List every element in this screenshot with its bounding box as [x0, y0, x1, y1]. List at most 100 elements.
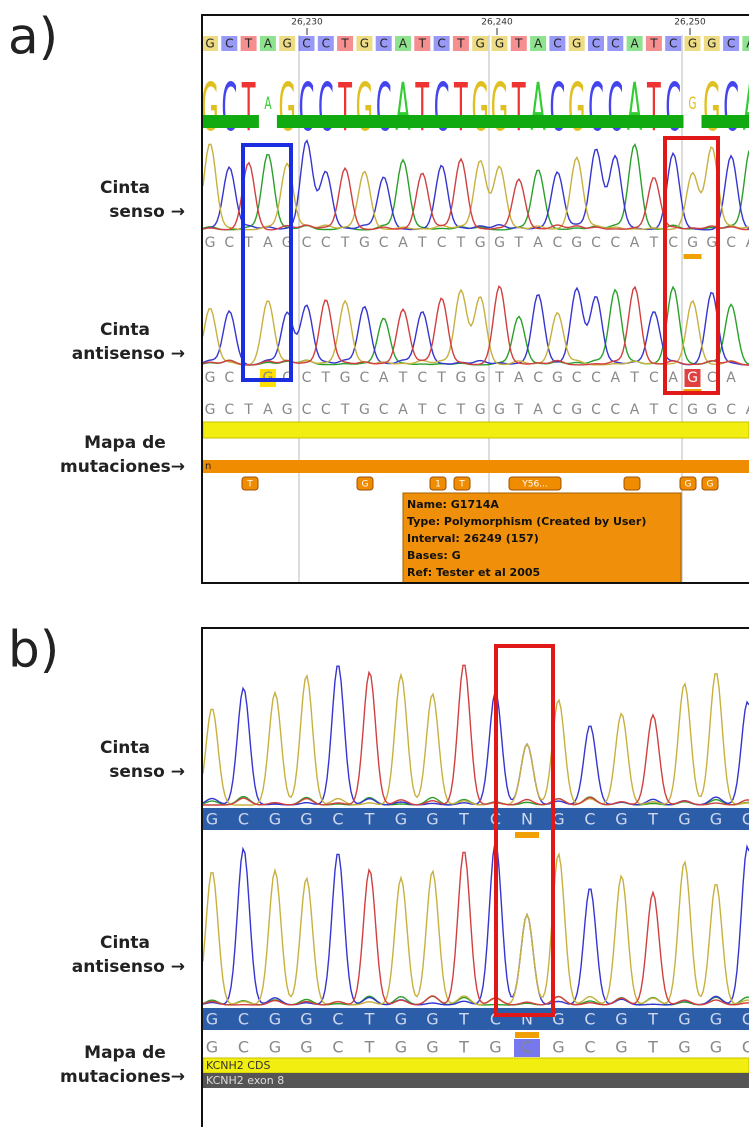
- sense-base: C: [224, 235, 234, 251]
- antisense-base: G: [678, 1010, 690, 1029]
- antisense-base: G: [426, 1010, 438, 1029]
- antisense-base: C: [417, 370, 427, 386]
- sense-base: C: [321, 235, 331, 251]
- consensus-base: G: [572, 37, 581, 51]
- reference-base: T: [456, 402, 466, 418]
- sense-base: G: [269, 810, 281, 829]
- row-label: mutaciones→: [60, 457, 185, 477]
- sense-base: G: [206, 810, 218, 829]
- reference-base: T: [417, 402, 427, 418]
- sense-base: C: [302, 235, 312, 251]
- antisense-base: G: [206, 1010, 218, 1029]
- reference-base: G: [300, 1038, 312, 1057]
- sense-base: C: [610, 235, 620, 251]
- antisense-base: T: [364, 1010, 375, 1029]
- sense-base: C: [726, 235, 736, 251]
- reference-base: G: [494, 402, 505, 418]
- row-label: antisenso →: [72, 344, 185, 364]
- reference-base: C: [742, 1038, 749, 1057]
- reference-base: T: [243, 402, 253, 418]
- coverage-gap: [684, 115, 702, 128]
- consensus-base: G: [495, 37, 504, 51]
- track-label: KCNH2 exon 8: [206, 1074, 284, 1087]
- consensus-base: A: [399, 37, 408, 51]
- consensus-base: C: [302, 37, 310, 51]
- ruler-label: 26,230: [291, 18, 323, 28]
- ruler-label: 26,250: [674, 18, 706, 28]
- reference-base: G: [475, 402, 486, 418]
- track-bar: [203, 460, 749, 473]
- consensus-base: T: [244, 37, 253, 51]
- consensus-base: A: [534, 37, 543, 51]
- panel-label: b): [8, 621, 59, 679]
- reference-base: C: [379, 402, 389, 418]
- logo-letter: C: [607, 68, 623, 146]
- sense-base: A: [746, 235, 749, 251]
- antisense-base: G: [710, 1010, 722, 1029]
- reference-base: T: [514, 402, 524, 418]
- reference-base: C: [521, 1038, 532, 1057]
- antisense-base: T: [436, 370, 446, 386]
- antisense-base: G: [455, 370, 466, 386]
- logo-letter: G: [568, 68, 585, 146]
- reference-base: C: [238, 1038, 249, 1057]
- sense-base: G: [571, 235, 582, 251]
- annotation-tag-label: G: [685, 480, 692, 490]
- antisense-base: T: [629, 370, 639, 386]
- base-band: [203, 808, 749, 830]
- logo-letter: G: [471, 68, 488, 146]
- reference-base: C: [332, 1038, 343, 1057]
- antisense-base: T: [398, 370, 408, 386]
- logo-letter: A: [264, 94, 271, 113]
- reference-base: G: [205, 402, 216, 418]
- antisense-base: G: [687, 370, 698, 386]
- annotation-tag-label: T: [458, 480, 465, 490]
- reference-base: T: [649, 402, 659, 418]
- sense-base: G: [475, 235, 486, 251]
- consensus-base: G: [283, 37, 292, 51]
- antisense-base: A: [668, 370, 678, 386]
- antisense-base: G: [269, 1010, 281, 1029]
- reference-base: C: [726, 402, 736, 418]
- consensus-base: G: [360, 37, 369, 51]
- annotation-tag-label: G: [707, 480, 714, 490]
- consensus-base: G: [688, 37, 697, 51]
- reference-base: G: [359, 402, 370, 418]
- cds-bar: [203, 422, 749, 438]
- antisense-base: A: [611, 370, 621, 386]
- consensus-base: G: [707, 37, 716, 51]
- antisense-base: G: [475, 370, 486, 386]
- logo-letter: C: [434, 68, 450, 146]
- logo-letter: G: [491, 68, 508, 146]
- sense-base: C: [238, 810, 249, 829]
- antisense-base: N: [521, 1010, 533, 1029]
- annotation-tag-label: 1: [435, 480, 441, 490]
- antisense-base: A: [514, 370, 524, 386]
- consensus-base: T: [514, 37, 523, 51]
- row-label: Cinta: [100, 738, 150, 758]
- antisense-base: T: [494, 370, 504, 386]
- reference-base: G: [710, 1038, 722, 1057]
- sense-base: G: [395, 810, 407, 829]
- antisense-base: C: [238, 1010, 249, 1029]
- popup-line: Ref: Tester et al 2005: [407, 566, 540, 579]
- logo-letter: G: [688, 94, 696, 113]
- sense-base: G: [359, 235, 370, 251]
- row-label: mutaciones→: [60, 1067, 185, 1087]
- sense-base: A: [533, 235, 543, 251]
- logo-letter: G: [201, 68, 218, 146]
- reference-base: G: [571, 402, 582, 418]
- consensus-base: C: [592, 37, 600, 51]
- annotation-tag: [624, 477, 640, 490]
- row-label: Cinta: [100, 320, 150, 340]
- sense-base: C: [379, 235, 389, 251]
- panel-b-frame: [202, 628, 749, 1127]
- reference-base: G: [269, 1038, 281, 1057]
- marker: [684, 254, 702, 259]
- reference-base: G: [489, 1038, 501, 1057]
- reference-base: C: [224, 402, 234, 418]
- sense-base: T: [456, 235, 466, 251]
- antisense-base: C: [584, 1010, 595, 1029]
- consensus-base: A: [630, 37, 639, 51]
- sense-base: G: [494, 235, 505, 251]
